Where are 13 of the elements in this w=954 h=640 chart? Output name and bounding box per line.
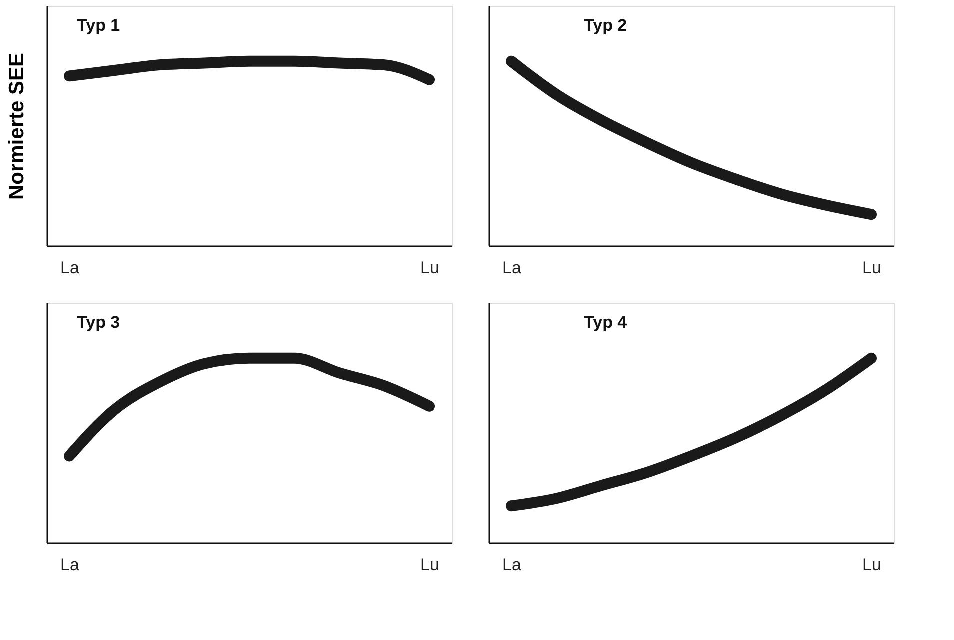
x-tick-label: La xyxy=(60,556,80,574)
x-tick-label: Lu xyxy=(420,556,440,574)
x-tick-label: Lu xyxy=(862,258,882,278)
x-tick-label: La xyxy=(502,258,522,278)
x-tick-label: La xyxy=(502,556,522,574)
y-axis-title: Normierte SEE xyxy=(6,52,28,200)
chart-title: Typ 2 xyxy=(584,16,628,35)
chart-title: Typ 3 xyxy=(77,313,120,332)
x-tick-label: Lu xyxy=(862,556,882,574)
chart-title: Typ 4 xyxy=(584,313,628,332)
chart-title: Typ 1 xyxy=(77,16,120,35)
x-tick-label: La xyxy=(60,258,80,278)
x-tick-label: Lu xyxy=(420,258,440,278)
